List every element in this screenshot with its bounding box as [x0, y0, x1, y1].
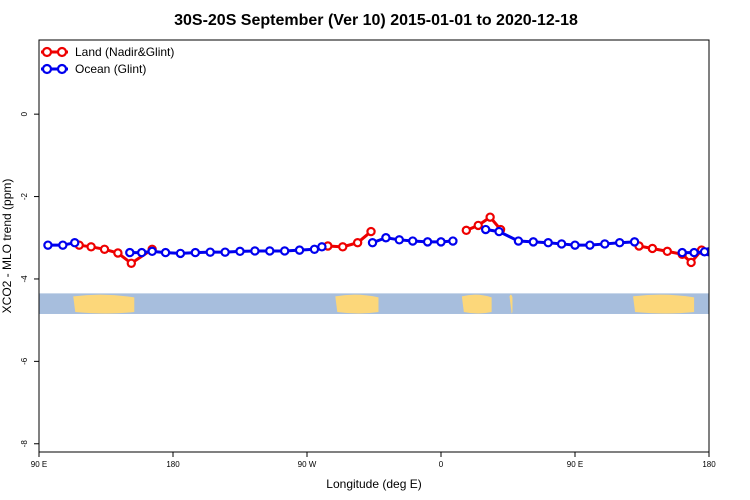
- land-australia: [73, 294, 135, 314]
- x-tick-label: 180: [166, 460, 180, 469]
- x-tick-label: 0: [439, 460, 444, 469]
- data-point-ocean: [70, 238, 80, 248]
- legend-label-land: Land (Nadir&Glint): [75, 45, 174, 59]
- y-tick-label: -4: [20, 275, 29, 283]
- data-point-land: [686, 257, 696, 268]
- data-point-ocean: [448, 236, 458, 246]
- data-point-ocean: [58, 240, 68, 250]
- data-point-land: [113, 248, 123, 258]
- data-point-land: [366, 226, 376, 237]
- data-point-ocean: [367, 238, 378, 248]
- x-tick-label: 90 W: [298, 460, 317, 469]
- legend-marker-land: [41, 46, 53, 58]
- data-point-land: [485, 212, 495, 222]
- data-point-ocean: [629, 237, 640, 247]
- data-point-ocean: [543, 238, 553, 248]
- data-point-ocean: [265, 246, 275, 256]
- data-point-ocean: [689, 247, 699, 258]
- data-point-ocean: [614, 238, 625, 248]
- data-point-land: [473, 220, 483, 231]
- data-point-ocean: [175, 248, 186, 259]
- data-point-ocean: [422, 237, 433, 247]
- x-tick-label: 90 E: [567, 460, 583, 469]
- data-point-ocean: [556, 239, 567, 249]
- data-point-ocean: [528, 237, 539, 247]
- data-point-ocean: [147, 246, 157, 257]
- y-tick-label: 0: [20, 111, 29, 116]
- data-point-ocean: [317, 242, 327, 252]
- data-point-ocean: [235, 246, 245, 257]
- x-axis: 90 E 180 90 W 0 90 E 180: [31, 452, 716, 469]
- data-point-ocean: [279, 246, 290, 256]
- data-point-ocean: [220, 247, 230, 257]
- data-point-land: [86, 242, 96, 252]
- data-point-land: [338, 242, 348, 252]
- land-australia: [633, 294, 695, 314]
- data-point-ocean: [137, 247, 147, 258]
- y-axis-label: XCO2 - MLO trend (ppm): [0, 179, 14, 314]
- data-point-land: [352, 238, 363, 248]
- data-point-ocean: [513, 236, 524, 246]
- plot-frame: [38, 39, 710, 453]
- y-axis: 0 -2 -4 -6 -8: [20, 111, 39, 447]
- data-point-ocean: [381, 233, 391, 243]
- data-point-land: [126, 258, 137, 269]
- legend-marker-ocean: [56, 63, 68, 75]
- data-point-ocean: [205, 247, 215, 257]
- data-point-ocean: [309, 244, 320, 254]
- series-line-land: [327, 230, 372, 249]
- y-tick-label: -8: [20, 440, 29, 448]
- data-point-ocean: [408, 236, 418, 246]
- data-point-ocean: [480, 224, 491, 235]
- legend-label-ocean: Ocean (Glint): [75, 62, 146, 76]
- data-point-land: [647, 243, 658, 254]
- data-point-ocean: [436, 237, 446, 247]
- data-point-ocean: [160, 247, 171, 258]
- data-point-ocean: [294, 245, 305, 255]
- data-point-ocean: [677, 247, 687, 258]
- data-point-land: [99, 244, 110, 254]
- chart-title: 30S-20S September (Ver 10) 2015-01-01 to…: [174, 12, 578, 29]
- data-point-land: [662, 246, 673, 257]
- x-axis-label: Longitude (deg E): [326, 477, 421, 491]
- legend-item-ocean: Ocean (Glint): [41, 62, 146, 76]
- legend-marker-ocean: [41, 63, 53, 75]
- data-point-ocean: [600, 239, 610, 249]
- data-point-ocean: [585, 240, 595, 250]
- legend-item-land: Land (Nadir&Glint): [41, 45, 174, 59]
- legend-marker-land: [56, 46, 68, 58]
- series-line-land: [465, 215, 502, 232]
- data-point-ocean: [570, 240, 580, 250]
- series-layer: [43, 212, 709, 269]
- land-africa: [461, 294, 492, 314]
- y-tick-label: -2: [20, 192, 29, 200]
- data-point-ocean: [699, 247, 709, 257]
- y-tick-label: -6: [20, 357, 29, 365]
- data-point-ocean: [125, 247, 135, 258]
- data-point-ocean: [394, 235, 405, 245]
- land-madagascar: [509, 294, 513, 314]
- land-south-america: [335, 294, 379, 314]
- data-point-ocean: [494, 226, 504, 237]
- data-point-land: [461, 225, 472, 236]
- data-point-ocean: [190, 247, 201, 258]
- x-tick-label: 90 E: [31, 460, 47, 469]
- land-ocean-map-strip: [39, 293, 709, 314]
- legend: Land (Nadir&Glint) Ocean (Glint): [41, 45, 174, 76]
- land-blobs: [73, 294, 695, 314]
- data-point-ocean: [250, 246, 260, 256]
- x-tick-label: 180: [702, 460, 716, 469]
- data-point-ocean: [43, 240, 53, 250]
